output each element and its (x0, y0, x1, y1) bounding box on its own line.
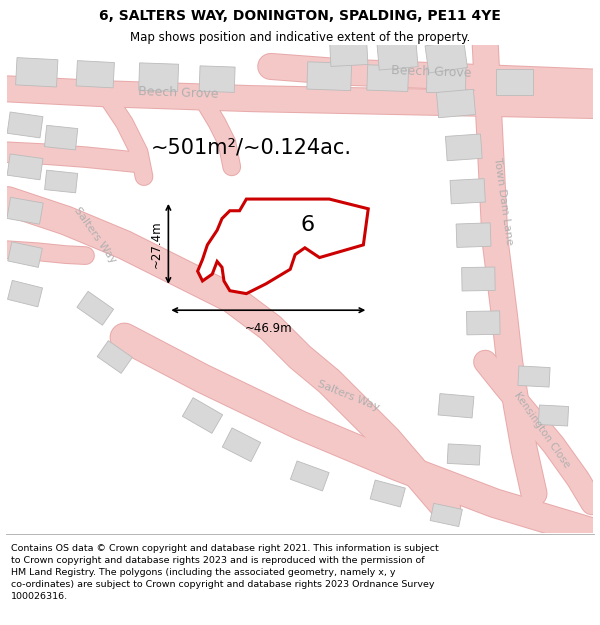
Bar (467, 311, 500, 335)
Bar (8, 242, 43, 268)
Text: Kensington Close: Kensington Close (512, 391, 572, 470)
Text: Beech Grove: Beech Grove (138, 85, 218, 101)
Text: Town Dam Lane: Town Dam Lane (492, 157, 514, 246)
Bar (430, 503, 463, 527)
Text: Salters Way: Salters Way (72, 205, 118, 265)
Bar (496, 69, 533, 95)
Bar (199, 66, 235, 92)
Text: ~501m²/~0.124ac.: ~501m²/~0.124ac. (151, 138, 352, 158)
Bar (307, 62, 352, 91)
Bar (7, 154, 43, 180)
Bar (456, 223, 491, 248)
Bar (461, 267, 495, 291)
Bar (44, 126, 78, 150)
Text: ~27.4m: ~27.4m (149, 220, 163, 268)
Text: Contains OS data © Crown copyright and database right 2021. This information is : Contains OS data © Crown copyright and d… (11, 544, 439, 601)
Bar (445, 134, 482, 161)
Bar (538, 405, 569, 426)
Bar (518, 366, 550, 387)
Bar (7, 198, 43, 224)
Bar (7, 112, 43, 138)
Bar (44, 170, 77, 193)
Bar (8, 281, 43, 307)
Text: 6, SALTERS WAY, DONINGTON, SPALDING, PE11 4YE: 6, SALTERS WAY, DONINGTON, SPALDING, PE1… (99, 9, 501, 23)
Bar (16, 58, 58, 87)
Bar (97, 341, 133, 373)
Bar (290, 461, 329, 491)
Bar (77, 291, 113, 325)
Bar (438, 394, 474, 418)
Bar (447, 444, 481, 465)
Bar (377, 39, 418, 70)
Bar (370, 480, 406, 507)
Text: Beech Grove: Beech Grove (391, 64, 472, 80)
Bar (182, 398, 223, 433)
Bar (450, 179, 485, 204)
Text: 6: 6 (301, 216, 315, 236)
Bar (222, 428, 261, 462)
Polygon shape (197, 199, 368, 294)
Bar (436, 89, 476, 118)
Bar (367, 65, 409, 91)
Bar (427, 67, 466, 93)
Bar (425, 41, 467, 73)
Text: ~46.9m: ~46.9m (245, 322, 292, 335)
Bar (76, 61, 115, 88)
Bar (139, 63, 179, 91)
Text: Salters Way: Salters Way (316, 379, 381, 413)
Text: Map shows position and indicative extent of the property.: Map shows position and indicative extent… (130, 31, 470, 44)
Bar (329, 39, 368, 66)
